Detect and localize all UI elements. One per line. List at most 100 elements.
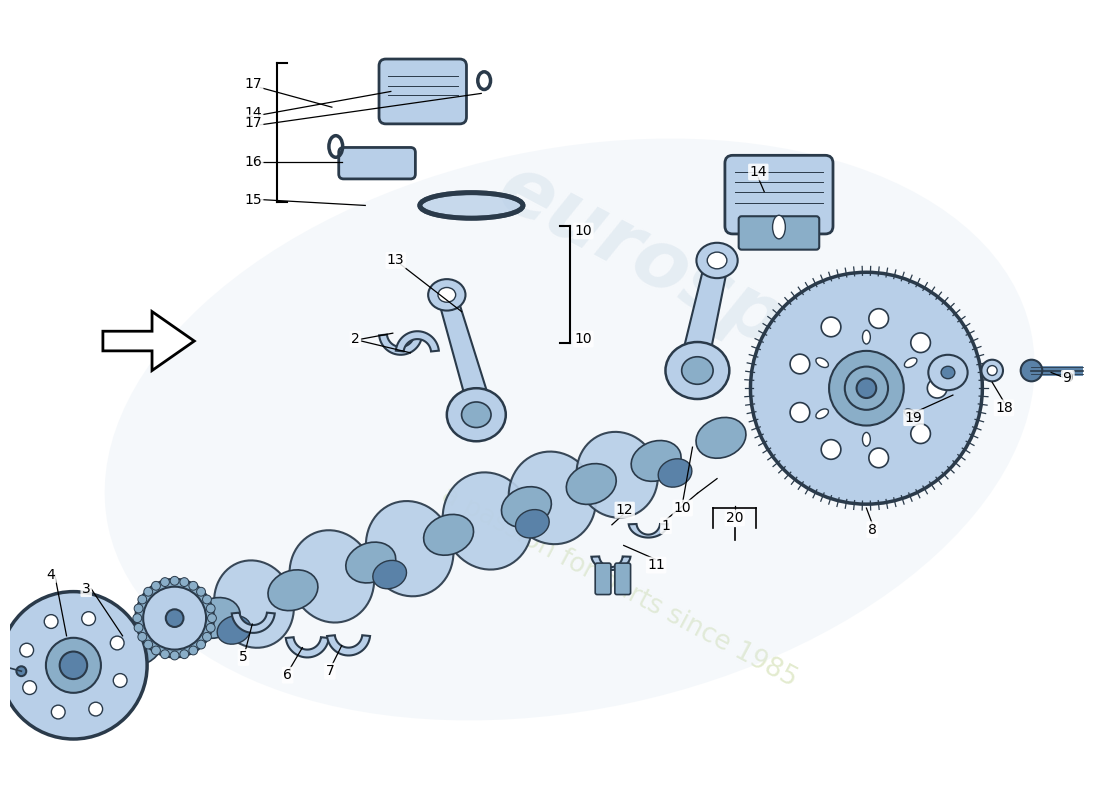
- Ellipse shape: [508, 451, 596, 544]
- Circle shape: [52, 705, 65, 719]
- Circle shape: [869, 448, 889, 468]
- Text: 10: 10: [574, 332, 592, 346]
- Ellipse shape: [707, 252, 727, 269]
- Polygon shape: [232, 613, 275, 633]
- Ellipse shape: [696, 418, 746, 458]
- Ellipse shape: [217, 616, 251, 644]
- Polygon shape: [103, 311, 195, 370]
- Text: 16: 16: [244, 155, 262, 170]
- Circle shape: [857, 378, 877, 398]
- Ellipse shape: [666, 342, 729, 399]
- Ellipse shape: [447, 388, 506, 442]
- Circle shape: [23, 681, 36, 694]
- Text: 9: 9: [1063, 371, 1071, 386]
- Circle shape: [180, 578, 189, 586]
- Circle shape: [89, 702, 102, 716]
- Circle shape: [144, 587, 153, 596]
- Polygon shape: [592, 557, 630, 570]
- Ellipse shape: [462, 402, 491, 427]
- Ellipse shape: [566, 464, 616, 505]
- Text: 2: 2: [351, 332, 360, 346]
- FancyBboxPatch shape: [595, 563, 610, 594]
- Ellipse shape: [214, 561, 294, 648]
- Ellipse shape: [366, 501, 453, 596]
- Text: 14: 14: [749, 165, 767, 179]
- Circle shape: [189, 582, 198, 590]
- Circle shape: [988, 366, 997, 375]
- Polygon shape: [379, 334, 422, 354]
- Ellipse shape: [816, 358, 828, 367]
- Text: 10: 10: [674, 501, 692, 515]
- Ellipse shape: [438, 287, 455, 302]
- Text: 14: 14: [244, 106, 262, 120]
- Circle shape: [197, 587, 206, 596]
- Circle shape: [790, 402, 810, 422]
- Circle shape: [750, 272, 982, 504]
- Text: 6: 6: [283, 668, 293, 682]
- Polygon shape: [683, 261, 729, 349]
- Circle shape: [81, 612, 96, 626]
- Ellipse shape: [631, 441, 681, 482]
- FancyBboxPatch shape: [615, 563, 630, 594]
- Circle shape: [135, 579, 213, 658]
- Text: 19: 19: [904, 410, 923, 425]
- Text: 3: 3: [81, 582, 90, 596]
- Text: 11: 11: [647, 558, 666, 572]
- Ellipse shape: [345, 542, 396, 583]
- Circle shape: [143, 586, 206, 650]
- Circle shape: [1021, 360, 1043, 382]
- Ellipse shape: [576, 432, 658, 518]
- Circle shape: [170, 651, 179, 660]
- Ellipse shape: [658, 458, 692, 487]
- Ellipse shape: [682, 357, 713, 384]
- Ellipse shape: [942, 366, 955, 378]
- Circle shape: [202, 595, 211, 604]
- Circle shape: [170, 576, 179, 586]
- Text: 15: 15: [244, 193, 262, 206]
- Circle shape: [208, 614, 217, 622]
- Circle shape: [189, 646, 198, 655]
- Text: 5: 5: [239, 650, 248, 665]
- Ellipse shape: [516, 510, 549, 538]
- Circle shape: [911, 424, 931, 443]
- Ellipse shape: [862, 433, 870, 446]
- Ellipse shape: [104, 138, 1035, 721]
- Circle shape: [138, 632, 146, 642]
- Circle shape: [202, 632, 211, 642]
- Text: 18: 18: [996, 401, 1013, 415]
- Circle shape: [161, 650, 169, 658]
- Text: 8: 8: [868, 522, 877, 537]
- Ellipse shape: [442, 472, 532, 570]
- Text: 17: 17: [244, 116, 262, 130]
- Circle shape: [134, 604, 143, 613]
- Circle shape: [133, 614, 142, 622]
- Circle shape: [59, 651, 87, 679]
- Text: 13: 13: [387, 254, 405, 267]
- Ellipse shape: [420, 193, 522, 218]
- Circle shape: [0, 592, 147, 739]
- FancyBboxPatch shape: [739, 216, 820, 250]
- Polygon shape: [437, 295, 488, 395]
- FancyBboxPatch shape: [725, 155, 833, 234]
- Circle shape: [144, 640, 153, 649]
- Ellipse shape: [112, 626, 162, 666]
- Ellipse shape: [816, 409, 828, 418]
- Circle shape: [790, 354, 810, 374]
- Ellipse shape: [904, 358, 917, 367]
- Circle shape: [152, 646, 161, 655]
- Text: 17: 17: [244, 77, 262, 90]
- Circle shape: [207, 623, 216, 632]
- Circle shape: [166, 610, 184, 627]
- Circle shape: [138, 595, 146, 604]
- Circle shape: [927, 378, 947, 398]
- Text: 4: 4: [46, 568, 55, 582]
- Circle shape: [822, 317, 840, 337]
- Ellipse shape: [428, 279, 465, 310]
- Circle shape: [20, 643, 34, 657]
- Polygon shape: [396, 331, 439, 351]
- Circle shape: [16, 666, 26, 676]
- Ellipse shape: [502, 486, 551, 527]
- Ellipse shape: [862, 330, 870, 344]
- Ellipse shape: [289, 530, 374, 622]
- Ellipse shape: [190, 598, 240, 638]
